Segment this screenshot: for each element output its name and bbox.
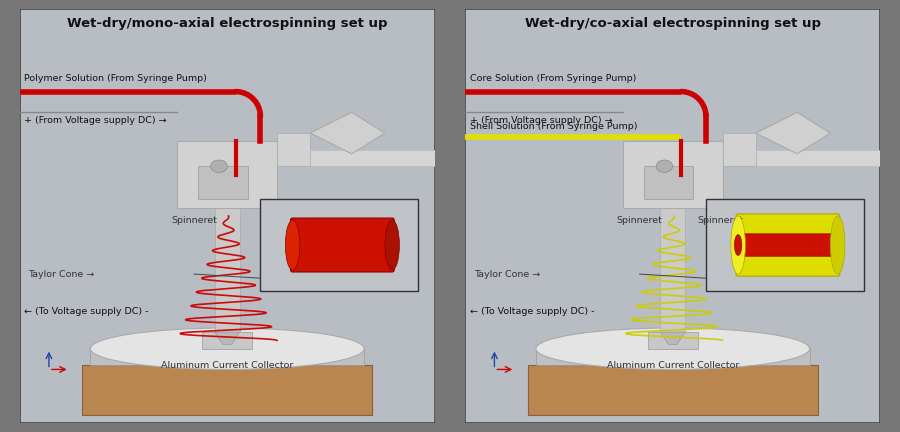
Polygon shape [661, 332, 685, 345]
Bar [661, 208, 685, 332]
Text: Shell Solution (From Syringe Pump): Shell Solution (From Syringe Pump) [470, 122, 637, 131]
Ellipse shape [90, 328, 365, 369]
Ellipse shape [831, 216, 845, 274]
Bar [277, 149, 435, 166]
Bar [82, 365, 373, 415]
Bar [623, 141, 723, 208]
Polygon shape [215, 332, 239, 345]
Text: Taylor Cone →: Taylor Cone → [28, 270, 94, 279]
Bar [260, 200, 418, 291]
Bar [198, 166, 248, 200]
Ellipse shape [731, 216, 745, 274]
Bar [644, 166, 694, 200]
Text: Wet-dry/mono-axial electrospinning set up: Wet-dry/mono-axial electrospinning set u… [67, 17, 388, 30]
FancyBboxPatch shape [737, 234, 839, 256]
Text: Spinneret: Spinneret [171, 216, 217, 225]
Text: + (From Voltage supply DC) →: + (From Voltage supply DC) → [24, 116, 166, 125]
Bar [202, 332, 252, 349]
Polygon shape [310, 112, 385, 154]
Bar [177, 141, 277, 208]
Bar [277, 133, 310, 166]
Polygon shape [756, 112, 831, 154]
Text: Spinneret: Spinneret [616, 216, 662, 225]
FancyBboxPatch shape [736, 214, 840, 276]
Bar [536, 349, 810, 365]
Text: Polymer Solution (From Syringe Pump): Polymer Solution (From Syringe Pump) [24, 74, 207, 83]
Bar [527, 365, 818, 415]
Ellipse shape [656, 160, 673, 172]
FancyBboxPatch shape [291, 218, 394, 272]
Bar [90, 349, 365, 365]
Text: Taylor Cone →: Taylor Cone → [473, 270, 540, 279]
Ellipse shape [536, 328, 810, 369]
Text: Core Solution (From Syringe Pump): Core Solution (From Syringe Pump) [470, 74, 636, 83]
Text: + (From Voltage supply DC) →: + (From Voltage supply DC) → [470, 116, 612, 125]
Ellipse shape [734, 235, 742, 255]
Bar [648, 332, 698, 349]
Bar [723, 133, 756, 166]
Ellipse shape [211, 160, 227, 172]
Text: Wet-dry/co-axial electrospinning set up: Wet-dry/co-axial electrospinning set up [525, 17, 821, 30]
Ellipse shape [285, 220, 300, 270]
Text: Spinneret: Spinneret [698, 216, 743, 225]
Text: ← (To Voltage supply DC) -: ← (To Voltage supply DC) - [470, 307, 594, 316]
Bar [215, 208, 239, 332]
Text: Aluminum Current Collector: Aluminum Current Collector [161, 361, 293, 370]
Text: Aluminum Current Collector: Aluminum Current Collector [607, 361, 739, 370]
Bar [723, 149, 880, 166]
Bar [706, 200, 863, 291]
Text: ← (To Voltage supply DC) -: ← (To Voltage supply DC) - [24, 307, 149, 316]
Ellipse shape [385, 220, 400, 270]
